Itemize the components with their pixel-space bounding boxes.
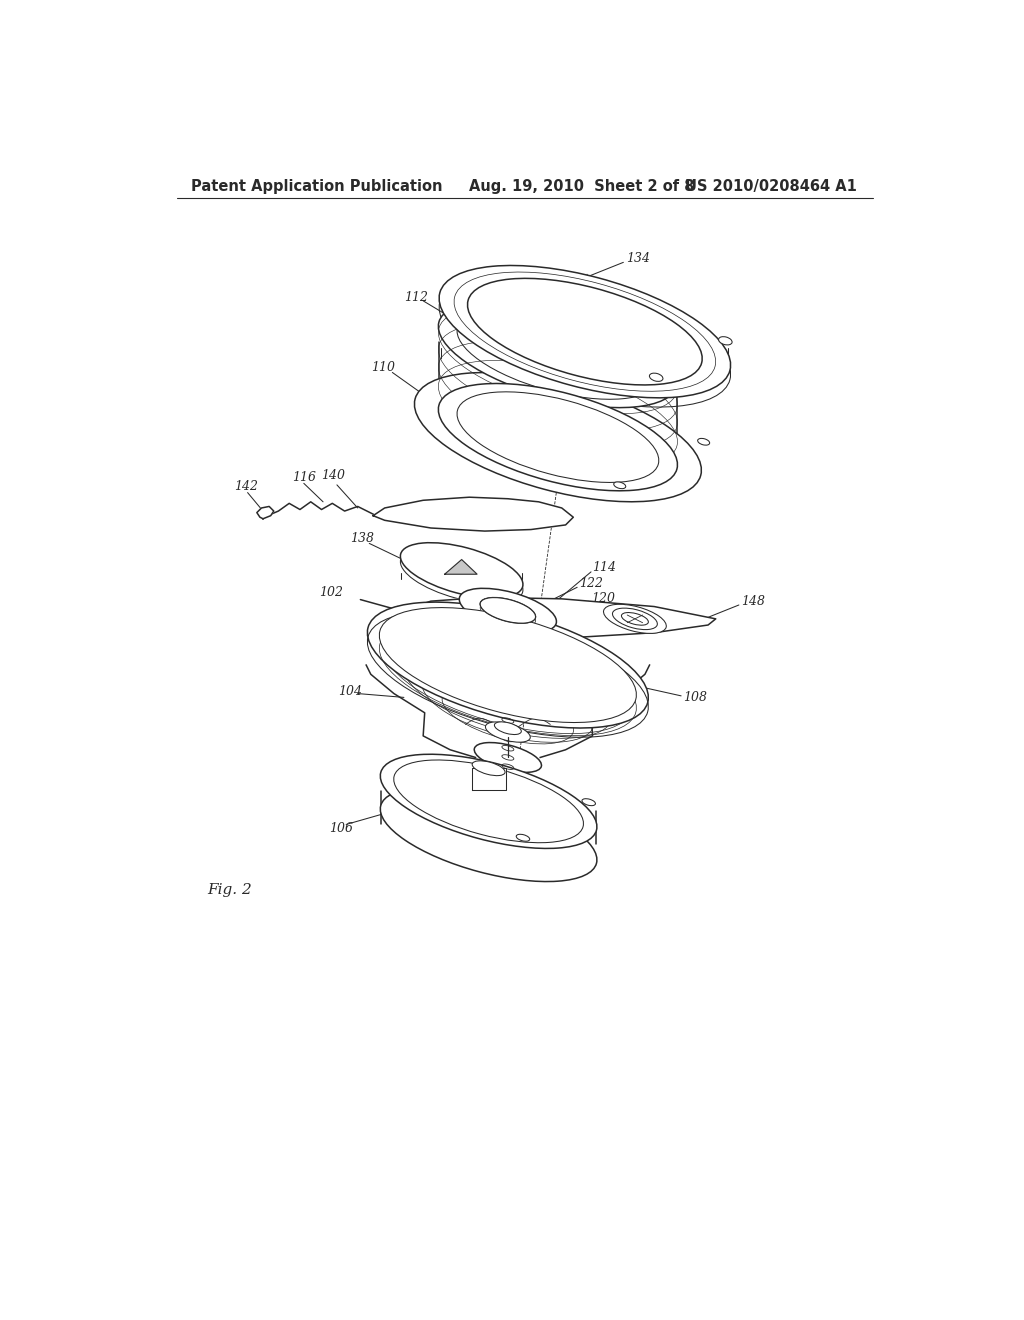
Polygon shape	[444, 560, 477, 574]
Ellipse shape	[480, 598, 536, 623]
Text: Aug. 19, 2010  Sheet 2 of 8: Aug. 19, 2010 Sheet 2 of 8	[469, 180, 695, 194]
Ellipse shape	[468, 279, 702, 385]
Ellipse shape	[603, 605, 667, 634]
Text: Fig. 2: Fig. 2	[208, 883, 252, 896]
Ellipse shape	[485, 722, 530, 742]
Text: 114: 114	[593, 561, 616, 574]
Text: US 2010/0208464 A1: US 2010/0208464 A1	[685, 180, 857, 194]
Ellipse shape	[474, 743, 542, 772]
Ellipse shape	[612, 609, 657, 630]
Text: 134: 134	[626, 252, 649, 265]
Ellipse shape	[697, 438, 710, 445]
Ellipse shape	[438, 301, 678, 408]
Text: 138: 138	[350, 532, 374, 545]
Ellipse shape	[400, 543, 523, 598]
Polygon shape	[403, 598, 716, 639]
Ellipse shape	[495, 722, 521, 734]
Ellipse shape	[582, 799, 595, 805]
Ellipse shape	[457, 392, 658, 482]
Ellipse shape	[438, 384, 678, 491]
Ellipse shape	[380, 787, 597, 882]
Ellipse shape	[613, 482, 626, 488]
Text: 104: 104	[339, 685, 362, 698]
Ellipse shape	[649, 374, 663, 381]
Text: 122: 122	[579, 577, 603, 590]
Polygon shape	[472, 768, 506, 789]
Ellipse shape	[622, 612, 648, 626]
Ellipse shape	[480, 598, 536, 623]
Ellipse shape	[368, 602, 648, 729]
Text: 110: 110	[371, 362, 395, 375]
Ellipse shape	[439, 265, 730, 397]
Ellipse shape	[415, 372, 701, 502]
Ellipse shape	[379, 607, 636, 722]
Text: 112: 112	[403, 290, 428, 304]
Text: 142: 142	[234, 480, 258, 492]
Ellipse shape	[380, 754, 597, 849]
Text: 116: 116	[292, 471, 316, 483]
Text: 106: 106	[330, 822, 353, 834]
Text: 102: 102	[319, 586, 343, 599]
Polygon shape	[373, 498, 573, 531]
Text: Patent Application Publication: Patent Application Publication	[190, 180, 442, 194]
Text: 148: 148	[741, 594, 765, 607]
Ellipse shape	[516, 834, 529, 841]
Polygon shape	[257, 507, 273, 519]
Ellipse shape	[457, 309, 658, 399]
Text: 108: 108	[683, 690, 708, 704]
Text: 140: 140	[322, 469, 345, 482]
Ellipse shape	[472, 760, 505, 776]
Ellipse shape	[460, 589, 556, 632]
Text: 120: 120	[591, 591, 615, 605]
Ellipse shape	[719, 337, 732, 345]
